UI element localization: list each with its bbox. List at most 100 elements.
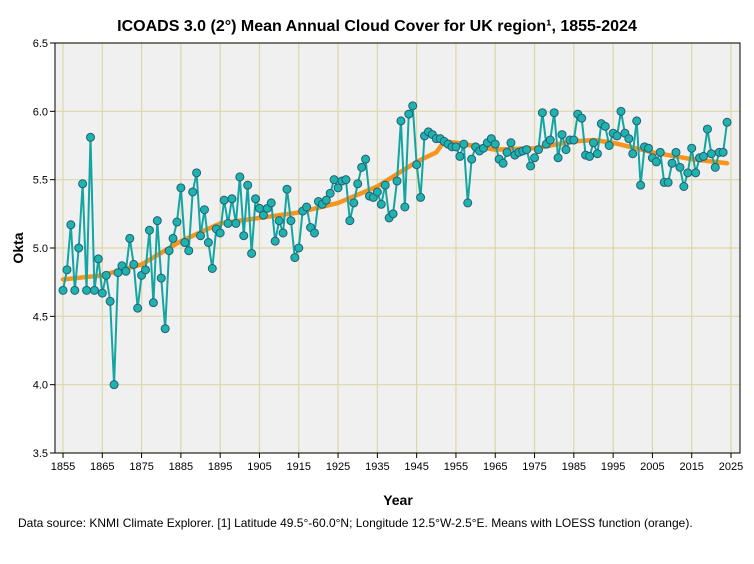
y-tick-label: 6.0	[33, 106, 48, 118]
data-point	[533, 145, 543, 155]
data-point	[156, 273, 166, 283]
data-point	[683, 168, 693, 178]
data-point	[416, 192, 426, 202]
x-tick-label: 1905	[247, 461, 271, 473]
data-point	[196, 231, 206, 241]
data-point	[70, 285, 80, 295]
data-point	[396, 116, 406, 126]
data-point	[270, 236, 280, 246]
data-point	[643, 143, 653, 153]
data-point	[172, 217, 182, 227]
data-point	[286, 216, 296, 226]
data-point	[459, 139, 469, 149]
data-point	[199, 205, 209, 215]
data-point	[404, 109, 414, 119]
data-point	[392, 176, 402, 186]
data-point	[537, 108, 547, 118]
data-point	[121, 266, 131, 276]
data-point	[526, 161, 536, 171]
data-point	[294, 243, 304, 253]
x-tick-label: 1875	[129, 461, 153, 473]
data-point	[651, 157, 661, 167]
data-point	[266, 198, 276, 208]
data-point	[66, 220, 76, 230]
data-point	[247, 248, 257, 258]
data-point	[549, 108, 559, 118]
data-point	[86, 132, 96, 142]
x-tick-label: 1935	[365, 461, 389, 473]
data-point	[82, 285, 92, 295]
data-point	[710, 162, 720, 172]
data-point	[168, 233, 178, 243]
x-tick-label: 2005	[640, 461, 664, 473]
data-point	[207, 264, 217, 273]
y-tick-label: 4.0	[33, 380, 48, 392]
data-point	[101, 270, 111, 280]
data-point	[74, 243, 84, 253]
data-point	[361, 154, 371, 164]
data-point	[325, 188, 335, 198]
data-point	[144, 225, 154, 235]
data-point	[506, 138, 516, 148]
x-tick-label: 1945	[404, 461, 428, 473]
data-point	[58, 285, 68, 295]
data-point	[553, 153, 563, 163]
data-point	[93, 254, 103, 264]
data-point	[451, 142, 461, 152]
data-point	[592, 149, 602, 159]
data-point	[628, 149, 638, 159]
data-point	[341, 175, 351, 185]
data-point	[600, 121, 610, 131]
data-point	[329, 175, 339, 185]
data-point	[577, 113, 587, 123]
data-point	[215, 228, 225, 238]
footnote: Data source: KNMI Climate Explorer. [1] …	[18, 516, 693, 530]
y-tick-label: 4.5	[33, 311, 48, 323]
data-point	[243, 180, 253, 190]
chart-title: ICOADS 3.0 (2°) Mean Annual Cloud Cover …	[117, 18, 637, 35]
data-point	[400, 202, 410, 212]
data-point	[408, 101, 418, 111]
data-point	[349, 198, 359, 208]
x-tick-label: 1995	[601, 461, 625, 473]
data-point	[412, 160, 422, 170]
data-point	[180, 238, 190, 248]
data-point	[388, 209, 398, 219]
data-point	[698, 151, 708, 161]
data-point	[321, 195, 331, 205]
data-point	[164, 246, 174, 256]
data-point	[706, 149, 716, 159]
data-point	[545, 135, 555, 145]
data-point	[176, 183, 186, 193]
data-point	[502, 147, 512, 157]
data-point	[333, 183, 343, 193]
x-tick-label: 1885	[169, 461, 193, 473]
data-point	[290, 253, 300, 263]
data-point	[129, 259, 139, 269]
data-point	[89, 285, 99, 295]
data-point	[282, 184, 292, 194]
data-point	[624, 134, 634, 144]
data-point	[227, 194, 237, 204]
y-tick-label: 5.5	[33, 175, 48, 187]
x-tick-label: 1985	[562, 461, 586, 473]
data-point	[274, 216, 284, 226]
data-point	[141, 265, 151, 275]
data-point	[223, 218, 233, 228]
data-point	[604, 141, 614, 150]
y-tick-label: 5.0	[33, 243, 48, 255]
data-point	[62, 265, 72, 275]
data-point	[160, 324, 170, 334]
x-tick-label: 1955	[444, 461, 468, 473]
data-point	[675, 162, 685, 172]
data-point	[231, 218, 241, 228]
data-point	[655, 147, 665, 157]
y-tick-label: 6.5	[33, 38, 48, 50]
x-tick-label: 2025	[719, 461, 743, 473]
data-point	[251, 194, 261, 204]
data-point	[663, 177, 673, 187]
data-point	[585, 151, 595, 161]
data-point	[203, 238, 213, 248]
